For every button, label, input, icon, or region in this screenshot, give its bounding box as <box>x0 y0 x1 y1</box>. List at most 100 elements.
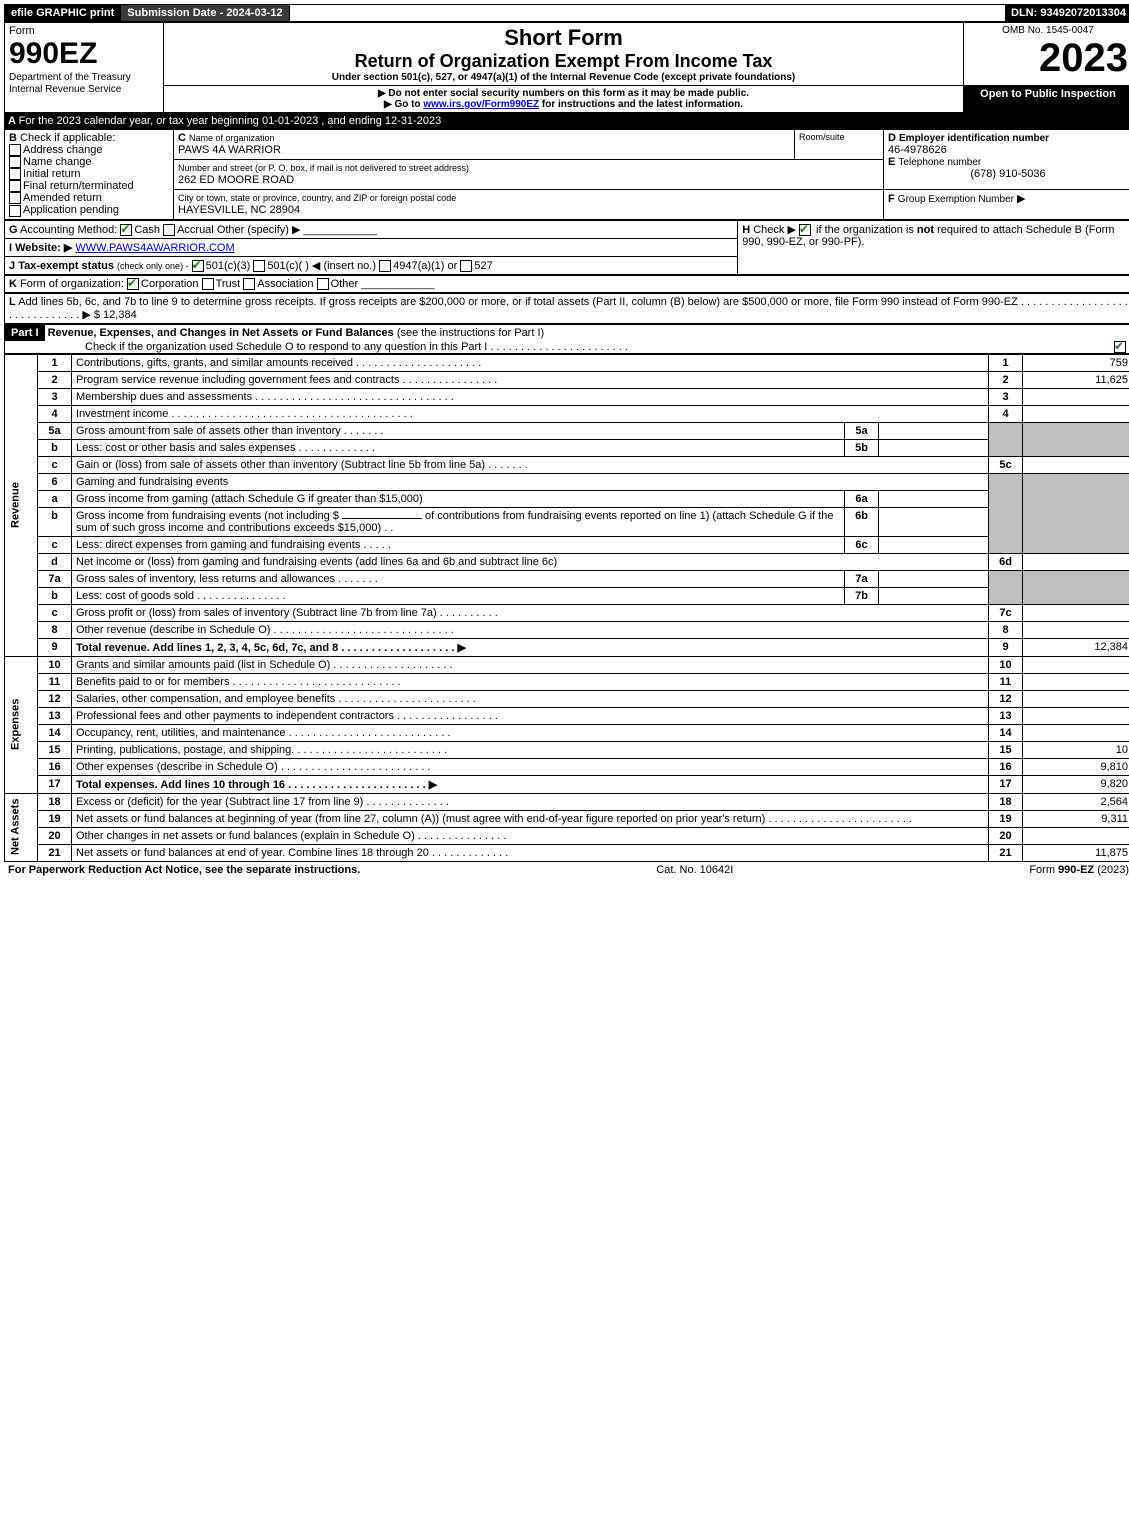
group-exemption-arrow: ▶ <box>1017 193 1025 205</box>
line-num: 7a <box>38 570 72 587</box>
checkbox-527[interactable] <box>460 260 472 272</box>
irs-link[interactable]: www.irs.gov/Form990EZ <box>423 99 539 110</box>
line-5a: 5a Gross amount from sale of assets othe… <box>5 422 1129 439</box>
opt-amended-return: Amended return <box>23 192 102 204</box>
note-ssn: ▶ Do not enter social security numbers o… <box>168 88 959 99</box>
checkbox-schedule-b-not-required[interactable] <box>799 224 811 236</box>
checkbox-trust[interactable] <box>202 278 214 290</box>
form-number: 990EZ <box>9 37 97 70</box>
checkbox-accrual[interactable] <box>163 224 175 236</box>
line-value <box>1023 553 1129 570</box>
revenue-section-label: Revenue <box>5 354 38 656</box>
room-suite-label: Room/suite <box>795 130 884 160</box>
section-g-label: G <box>9 224 18 236</box>
phone-label: Telephone number <box>898 157 981 168</box>
h-text2: if the organization is <box>816 224 917 236</box>
line-num: 19 <box>38 810 72 827</box>
shaded-cell <box>1023 422 1129 456</box>
line-value <box>1023 707 1129 724</box>
street-label: Number and street (or P. O. box, if mail… <box>178 163 469 173</box>
line-6a: a Gross income from gaming (attach Sched… <box>5 490 1129 507</box>
line-value: 9,820 <box>1023 775 1129 793</box>
section-f-label: F <box>888 193 895 205</box>
checkbox-amended-return[interactable] <box>9 192 21 204</box>
line-box: 17 <box>989 775 1023 793</box>
h-text1: Check ▶ <box>753 224 796 236</box>
website-link[interactable]: WWW.PAWS4AWARRIOR.COM <box>75 242 234 254</box>
line-6c: c Less: direct expenses from gaming and … <box>5 536 1129 553</box>
line-text: Gross sales of inventory, less returns a… <box>72 570 845 587</box>
line-value <box>1023 621 1129 638</box>
efile-label[interactable]: efile GRAPHIC print <box>5 5 121 21</box>
opt-4947a1: 4947(a)(1) or <box>393 260 457 272</box>
line-box: 6d <box>989 553 1023 570</box>
line-20: 20 Other changes in net assets or fund b… <box>5 827 1129 844</box>
line-value: 9,311 <box>1023 810 1129 827</box>
checkbox-name-change[interactable] <box>9 156 21 168</box>
checkbox-association[interactable] <box>243 278 255 290</box>
opt-initial-return: Initial return <box>23 168 80 180</box>
line-num: c <box>38 536 72 553</box>
shaded-cell <box>1023 473 1129 553</box>
line-subvalue <box>879 536 989 553</box>
line-text: Net assets or fund balances at beginning… <box>72 810 989 827</box>
line-text: Contributions, gifts, grants, and simila… <box>72 354 989 371</box>
group-exemption-label: Group Exemption Number <box>898 194 1014 205</box>
line-box: 21 <box>989 844 1023 861</box>
line-text: Excess or (deficit) for the year (Subtra… <box>72 793 989 810</box>
checkbox-4947a1[interactable] <box>379 260 391 272</box>
city-value: HAYESVILLE, NC 28904 <box>178 204 300 216</box>
checkbox-application-pending[interactable] <box>9 205 21 217</box>
checkbox-final-return[interactable] <box>9 180 21 192</box>
line-box: 15 <box>989 741 1023 758</box>
line-text: Printing, publications, postage, and shi… <box>72 741 989 758</box>
section-a-text: For the 2023 calendar year, or tax year … <box>19 115 442 127</box>
checkbox-cash[interactable] <box>120 224 132 236</box>
line-text: Less: direct expenses from gaming and fu… <box>72 536 845 553</box>
checkbox-schedule-o-used[interactable] <box>1114 341 1126 353</box>
checkbox-address-change[interactable] <box>9 144 21 156</box>
line-subvalue <box>879 587 989 604</box>
line-num: 6 <box>38 473 72 490</box>
line-value <box>1023 604 1129 621</box>
line-text: Other expenses (describe in Schedule O) … <box>72 758 989 775</box>
checkbox-501c[interactable] <box>253 260 265 272</box>
line-text: Salaries, other compensation, and employ… <box>72 690 989 707</box>
irs-label: Internal Revenue Service <box>9 84 121 95</box>
line-num: 9 <box>38 638 72 656</box>
line-value: 9,810 <box>1023 758 1129 775</box>
line-5b: b Less: cost or other basis and sales ex… <box>5 439 1129 456</box>
line-subvalue <box>879 570 989 587</box>
opt-cash: Cash <box>134 224 160 236</box>
section-l-label: L <box>9 296 16 308</box>
line-subvalue <box>879 507 989 536</box>
opt-application-pending: Application pending <box>23 204 119 216</box>
line-text: Other changes in net assets or fund bala… <box>72 827 989 844</box>
line-num: 10 <box>38 656 72 673</box>
checkbox-initial-return[interactable] <box>9 168 21 180</box>
footer-left: For Paperwork Reduction Act Notice, see … <box>8 864 360 876</box>
submission-date: Submission Date - 2024-03-12 <box>121 5 289 21</box>
opt-501c3: 501(c)(3) <box>206 260 251 272</box>
line-text: Gross income from gaming (attach Schedul… <box>72 490 845 507</box>
short-form-title: Short Form <box>168 25 959 51</box>
line-box: 4 <box>989 405 1023 422</box>
checkbox-other-org[interactable] <box>317 278 329 290</box>
line-num: 13 <box>38 707 72 724</box>
line-6d: d Net income or (loss) from gaming and f… <box>5 553 1129 570</box>
section-e-label: E <box>888 156 895 168</box>
line-subbox: 6c <box>845 536 879 553</box>
line-text: Program service revenue including govern… <box>72 371 989 388</box>
section-c-label: C <box>178 132 186 144</box>
section-h-label: H <box>742 224 750 236</box>
section-k: K Form of organization: Corporation Trus… <box>4 275 1129 293</box>
line-14: 14 Occupancy, rent, utilities, and maint… <box>5 724 1129 741</box>
section-a-label: A <box>8 115 16 127</box>
accounting-method-label: Accounting Method: <box>20 224 117 236</box>
checkbox-corporation[interactable] <box>127 278 139 290</box>
checkbox-501c3[interactable] <box>192 260 204 272</box>
line-value: 11,625 <box>1023 371 1129 388</box>
line-7c: c Gross profit or (loss) from sales of i… <box>5 604 1129 621</box>
line-num: c <box>38 456 72 473</box>
line-6b-blank <box>342 518 422 519</box>
